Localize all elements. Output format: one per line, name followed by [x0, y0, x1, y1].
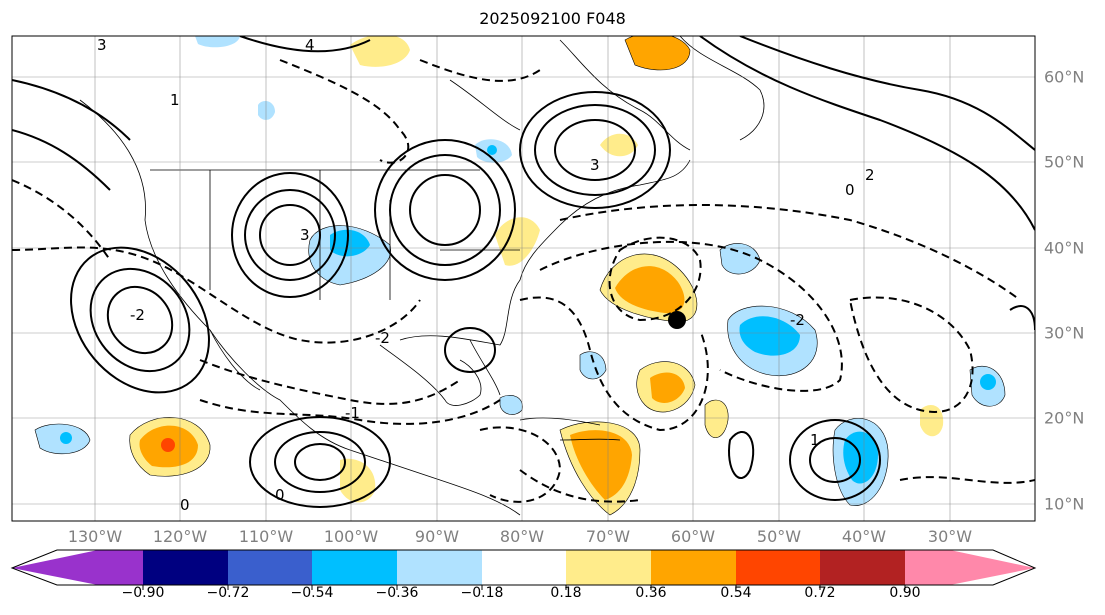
contour-label: -2	[790, 311, 805, 329]
colorbar-tick: 0.18	[550, 585, 582, 601]
contour-label: 0	[845, 181, 855, 199]
contour-label: 0	[180, 496, 190, 514]
contour-label: 0	[275, 486, 285, 504]
lon-label: 90°W	[414, 527, 460, 546]
contour-label: 1	[810, 431, 820, 449]
contour-label: 1	[170, 91, 180, 109]
positive-anomaly	[600, 133, 638, 157]
location-marker	[668, 311, 686, 329]
colorbar-tick: 0.90	[889, 585, 921, 601]
lon-label: 60°W	[670, 527, 716, 546]
positive-anomaly	[615, 266, 685, 314]
lat-label: 60°N	[1044, 67, 1085, 87]
colorbar-tick: 0.72	[804, 585, 836, 601]
colorbar-tick: −0.90	[121, 585, 165, 601]
contour-label: -2	[130, 306, 145, 324]
positive-contours	[12, 36, 1035, 508]
lon-label: 100°W	[323, 527, 379, 546]
contour-label: -2	[375, 329, 390, 347]
contour-label: 4	[305, 36, 315, 54]
negative-anomaly	[579, 351, 607, 380]
lon-label: 40°W	[841, 527, 887, 546]
contour-label: -1	[345, 404, 360, 422]
lon-label: 30°W	[927, 527, 973, 546]
gridlines	[12, 36, 1035, 521]
lat-label: 30°N	[1044, 323, 1085, 343]
lon-label: 110°W	[238, 527, 294, 546]
contour-labels: 3 -2 -1 3 3 4 0 0 0 -2 1 2 -2 1	[97, 36, 875, 514]
chart-title: 2025092100 F048	[479, 9, 626, 28]
positive-anomaly	[920, 405, 944, 437]
colorbar-tick: −0.72	[206, 585, 250, 601]
positive-anomaly	[704, 399, 729, 438]
lon-label: 50°W	[756, 527, 802, 546]
colorbar-tick: −0.18	[460, 585, 504, 601]
positive-anomaly	[340, 458, 376, 503]
negative-anomaly	[499, 395, 523, 415]
lat-label: 10°N	[1044, 494, 1085, 514]
contour-label: 3	[97, 36, 107, 54]
negative-anomaly	[258, 100, 275, 120]
lon-label: 70°W	[585, 527, 631, 546]
lat-label: 20°N	[1044, 408, 1085, 428]
colorbar-tick: 0.36	[635, 585, 667, 601]
negative-anomaly	[195, 36, 240, 48]
positive-anomaly	[650, 372, 685, 403]
contour-label: 3	[590, 156, 600, 174]
colorbar-tick: 0.54	[720, 585, 752, 601]
positive-anomaly	[624, 36, 691, 71]
colorbar	[10, 549, 1037, 590]
contour-label: 2	[865, 166, 875, 184]
positive-anomaly	[495, 217, 540, 266]
contour-label: 3	[300, 226, 310, 244]
lon-label: 130°W	[67, 527, 123, 546]
negative-anomaly	[739, 316, 800, 356]
lon-label: 120°W	[152, 527, 208, 546]
lat-label: 50°N	[1044, 152, 1085, 172]
lon-label: 80°W	[499, 527, 545, 546]
colorbar-tick: −0.36	[375, 585, 419, 601]
positive-anomaly	[570, 430, 632, 500]
negative-anomaly	[330, 229, 370, 257]
positive-anomaly	[350, 36, 410, 67]
lat-label: 40°N	[1044, 238, 1085, 258]
negative-contours	[12, 59, 1035, 503]
colorbar-tick: −0.54	[290, 585, 334, 601]
